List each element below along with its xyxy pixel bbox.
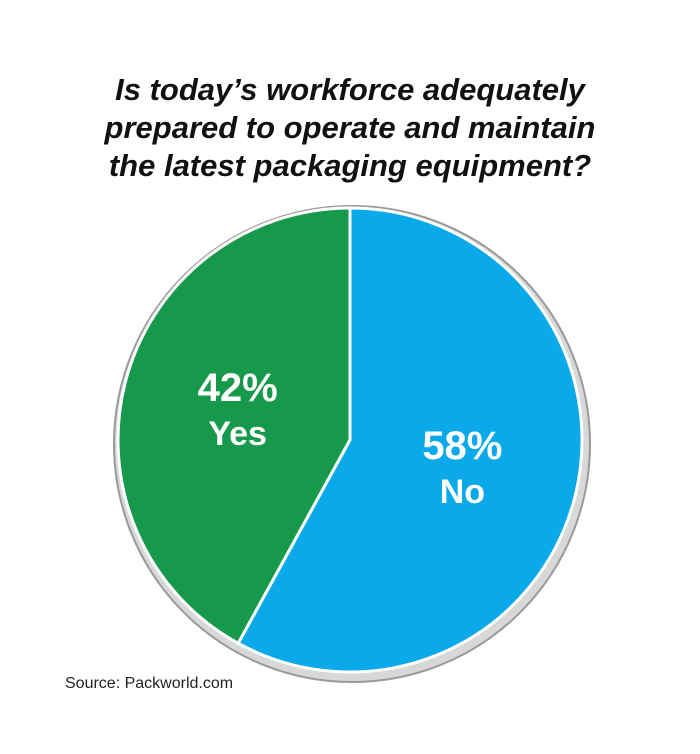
source-note: Source: Packworld.com: [65, 675, 233, 692]
slice-value-label: 58%: [422, 424, 502, 468]
chart-title-line: Is today’s workforce adequately: [115, 72, 587, 107]
pie-slice: [236, 206, 584, 674]
slice-value-label: 42%: [198, 366, 278, 410]
chart-title-line: the latest packaging equipment?: [109, 148, 591, 183]
slice-category-label: Yes: [208, 415, 267, 453]
pie-slice: [116, 206, 352, 646]
chart-title-line: prepared to operate and maintain: [104, 110, 596, 145]
slice-category-label: No: [440, 473, 485, 511]
